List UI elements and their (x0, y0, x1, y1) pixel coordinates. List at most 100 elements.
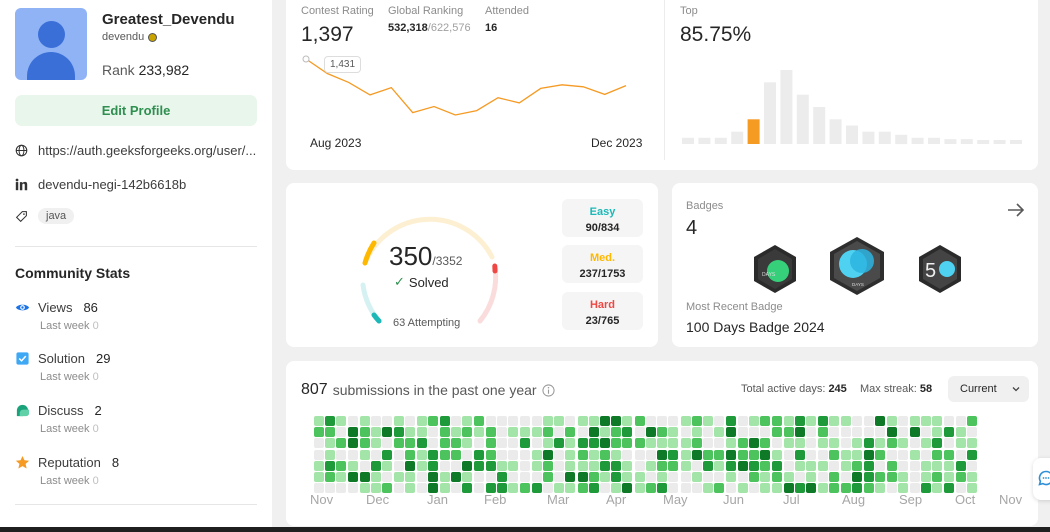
distribution-bar[interactable] (1010, 140, 1022, 144)
distribution-bar[interactable] (682, 137, 694, 144)
heatmap-cell[interactable] (714, 416, 725, 426)
heatmap-cell[interactable] (841, 438, 852, 449)
heatmap-cell[interactable] (336, 416, 347, 426)
heatmap-cell[interactable] (898, 483, 909, 494)
heatmap-cell[interactable] (462, 438, 472, 449)
heatmap-cell[interactable] (955, 472, 966, 482)
heatmap-cell[interactable] (474, 427, 485, 438)
heatmap-cell[interactable] (474, 472, 485, 482)
heatmap-cell[interactable] (852, 438, 863, 449)
heatmap-cell[interactable] (966, 427, 977, 438)
heatmap-cell[interactable] (450, 449, 461, 460)
heatmap-cell[interactable] (634, 483, 645, 494)
heatmap-cell[interactable] (485, 438, 496, 449)
heatmap-cell[interactable] (450, 427, 461, 438)
heatmap-cell[interactable] (588, 427, 599, 438)
heatmap-cell[interactable] (955, 449, 966, 460)
heatmap-cell[interactable] (738, 472, 748, 482)
heatmap-cell[interactable] (577, 460, 588, 471)
distribution-bar[interactable] (944, 139, 957, 144)
heatmap-cell[interactable] (932, 416, 942, 426)
heatmap-cell[interactable] (336, 460, 347, 471)
distribution-bar[interactable] (780, 70, 793, 144)
heatmap-cell[interactable] (508, 427, 518, 438)
heatmap-cell[interactable] (760, 483, 771, 494)
heatmap-cell[interactable] (542, 427, 553, 438)
heatmap-cell[interactable] (496, 449, 507, 460)
heatmap-cell[interactable] (634, 427, 645, 438)
heatmap-cell[interactable] (611, 483, 622, 494)
heatmap-cell[interactable] (966, 472, 977, 482)
heatmap-cell[interactable] (657, 449, 668, 460)
heatmap-cell[interactable] (668, 472, 679, 482)
heatmap-cell[interactable] (920, 427, 931, 438)
heatmap-cell[interactable] (622, 483, 633, 494)
heatmap-cell[interactable] (360, 438, 370, 449)
heatmap-cell[interactable] (565, 472, 576, 482)
heatmap-cell[interactable] (508, 460, 518, 471)
heatmap-cell[interactable] (898, 460, 909, 471)
heatmap-cell[interactable] (542, 460, 553, 471)
heatmap-cell[interactable] (417, 483, 428, 494)
heatmap-cell[interactable] (944, 483, 955, 494)
heatmap-cell[interactable] (439, 472, 450, 482)
heatmap-cell[interactable] (371, 449, 382, 460)
heatmap-cell[interactable] (771, 416, 782, 426)
heatmap-cell[interactable] (887, 449, 898, 460)
heatmap-cell[interactable] (955, 427, 966, 438)
heatmap-cell[interactable] (474, 460, 485, 471)
heatmap-cell[interactable] (417, 472, 428, 482)
heatmap-cell[interactable] (771, 438, 782, 449)
heatmap-cell[interactable] (382, 438, 393, 449)
distribution-bar[interactable] (862, 131, 875, 144)
heatmap-cell[interactable] (817, 472, 828, 482)
heatmap-cell[interactable] (806, 438, 817, 449)
distribution-bar[interactable] (993, 140, 1006, 144)
distribution-bar[interactable] (928, 137, 940, 144)
heatmap-cell[interactable] (634, 472, 645, 482)
heatmap-cell[interactable] (622, 416, 633, 426)
heatmap-cell[interactable] (508, 416, 518, 426)
heatmap-cell[interactable] (417, 416, 428, 426)
heatmap-cell[interactable] (496, 438, 507, 449)
heatmap-cell[interactable] (841, 416, 852, 426)
heatmap-cell[interactable] (325, 460, 336, 471)
arrow-right-icon[interactable] (1006, 200, 1026, 220)
badge-icon[interactable]: DAYS (751, 243, 799, 295)
heatmap-cell[interactable] (738, 483, 748, 494)
heatmap-cell[interactable] (966, 460, 977, 471)
heatmap-cell[interactable] (841, 460, 852, 471)
heatmap-cell[interactable] (795, 472, 806, 482)
distribution-bar[interactable] (813, 107, 826, 144)
heatmap-cell[interactable] (944, 427, 955, 438)
heatmap-cell[interactable] (554, 438, 564, 449)
heatmap-cell[interactable] (336, 472, 347, 482)
heatmap-cell[interactable] (554, 483, 564, 494)
heatmap-cell[interactable] (588, 483, 599, 494)
heatmap-cell[interactable] (760, 460, 771, 471)
heatmap-cell[interactable] (680, 449, 691, 460)
heatmap-cell[interactable] (485, 472, 496, 482)
heatmap-cell[interactable] (806, 449, 817, 460)
edit-profile-button[interactable]: Edit Profile (15, 95, 257, 126)
heatmap-cell[interactable] (749, 472, 760, 482)
heatmap-cell[interactable] (692, 460, 702, 471)
heatmap-cell[interactable] (657, 427, 668, 438)
heatmap-cell[interactable] (360, 483, 370, 494)
heatmap-cell[interactable] (725, 438, 736, 449)
heatmap-cell[interactable] (496, 460, 507, 471)
heatmap-cell[interactable] (725, 472, 736, 482)
heatmap-cell[interactable] (439, 416, 450, 426)
heatmap-cell[interactable] (404, 416, 415, 426)
heatmap-cell[interactable] (874, 416, 885, 426)
heatmap-cell[interactable] (554, 472, 564, 482)
heatmap-cell[interactable] (725, 427, 736, 438)
heatmap-cell[interactable] (404, 460, 415, 471)
heatmap-cell[interactable] (703, 483, 714, 494)
heatmap-cell[interactable] (439, 449, 450, 460)
difficulty-easy[interactable]: Easy 90/834 (562, 199, 643, 237)
heatmap-cell[interactable] (657, 460, 668, 471)
heatmap-cell[interactable] (680, 472, 691, 482)
heatmap-cell[interactable] (360, 460, 370, 471)
heatmap-cell[interactable] (622, 460, 633, 471)
